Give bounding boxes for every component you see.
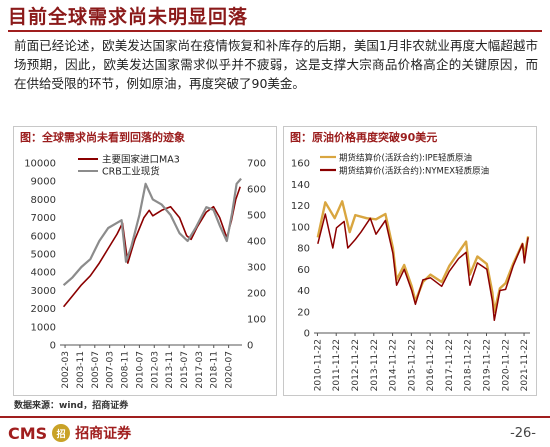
series-line-2	[317, 213, 529, 322]
legend-label-2: CRB工业现货	[102, 166, 160, 178]
chart-left-svg: 0100020003000400050006000700080009000100…	[24, 154, 266, 389]
right-y-tick-label: 300	[247, 263, 266, 274]
data-source-note: 数据来源：wind，招商证券	[14, 401, 129, 411]
x-tick-label: 2012-11-22	[351, 339, 361, 391]
y-tick-label: 100	[291, 222, 310, 233]
x-tick-label: 2020-11-22	[501, 339, 511, 391]
x-tick-label: 2010-11-22	[313, 339, 323, 391]
legend-label-2: 期货结算价(活跃合约):NYMEX轻质原油	[339, 166, 489, 177]
x-tick-label: 2005-07	[91, 351, 101, 389]
x-tick-label: 2017-03	[195, 351, 205, 389]
body-paragraph: 前面已经论述，欧美发达国家尚在疫情恢复和补库存的后期，美国1月非农就业再度大幅超…	[14, 38, 538, 91]
chart-title-right: 图：原油价格再度突破90美元	[290, 131, 438, 144]
left-y-tick-label: 1000	[31, 322, 56, 333]
y-tick-label: 0	[304, 329, 310, 340]
x-tick-label: 2007-03	[106, 351, 116, 389]
left-y-tick-label: 0	[50, 341, 56, 352]
x-tick-label: 2015-07	[180, 351, 190, 389]
legend-label-1: 主要国家进口MA3	[102, 154, 180, 166]
chart-title-left: 图：全球需求尚未看到回落的迹象	[20, 131, 185, 144]
slide-title: 目前全球需求尚未明显回落	[8, 6, 249, 28]
logo-cn-text: 招商证券	[75, 426, 132, 442]
x-tick-label: 2011-11-22	[332, 339, 342, 391]
right-y-tick-label: 400	[247, 237, 266, 248]
title-underline	[8, 30, 542, 32]
x-tick-label: 2010-07	[135, 351, 145, 389]
right-y-tick-label: 700	[247, 159, 266, 170]
x-tick-label: 2013-11-22	[370, 339, 380, 391]
left-y-tick-label: 5000	[31, 250, 56, 261]
x-tick-label: 2018-11-22	[464, 339, 474, 391]
x-tick-label: 2015-11-22	[407, 339, 417, 391]
right-y-tick-label: 0	[247, 341, 253, 352]
x-tick-label: 2018-11	[210, 351, 220, 389]
series-line-1	[62, 186, 241, 308]
right-y-tick-label: 100	[247, 315, 266, 326]
left-y-tick-label: 4000	[31, 268, 56, 279]
y-tick-label: 80	[297, 244, 310, 255]
x-tick-label: 2012-03	[150, 351, 160, 389]
x-tick-label: 2008-11	[121, 351, 131, 389]
logo-mark-icon: 招	[52, 424, 71, 442]
series-line-2	[62, 177, 242, 287]
left-y-tick-label: 7000	[31, 213, 56, 224]
x-tick-label: 2017-11-22	[445, 339, 455, 391]
page-number: -26-	[510, 426, 536, 441]
y-tick-label: 60	[297, 265, 310, 276]
y-tick-label: 120	[291, 201, 310, 212]
left-y-tick-label: 9000	[31, 177, 56, 188]
y-tick-label: 20	[297, 307, 310, 318]
x-tick-label: 2019-11-22	[482, 339, 492, 391]
right-y-tick-label: 500	[247, 211, 266, 222]
x-tick-label: 2013-11	[165, 351, 175, 389]
logo-text: CMS	[8, 423, 48, 443]
x-tick-label: 2016-11-22	[426, 339, 436, 391]
x-tick-label: 2002-03	[61, 351, 71, 389]
footer-rule	[0, 416, 550, 418]
chart-right-svg: 0 20 40 60 80 100 120 140 160 2010-11-22 2011-11-2…	[291, 153, 530, 392]
x-tick-label: 2014-11-22	[389, 339, 399, 391]
cms-logo: CMS 招 招商证券	[8, 423, 131, 443]
chart-panel-left: 图：全球需求尚未看到回落的迹象 0 1000 2000 3000 4000 5000 600…	[13, 126, 277, 396]
chart-panel-right: 图：原油价格再度突破90美元 0 20 40 60 80 100 120 140 160 2010…	[283, 126, 537, 396]
y-tick-label: 160	[291, 159, 310, 170]
left-y-tick-label: 6000	[31, 231, 56, 242]
series-line-1	[316, 200, 530, 313]
x-tick-label: 2003-11	[76, 351, 86, 389]
right-y-tick-label: 600	[247, 185, 266, 196]
y-tick-label: 140	[291, 180, 310, 191]
left-y-tick-label: 2000	[31, 304, 56, 315]
legend-label-1: 期货结算价(活跃合约):IPE轻质原油	[339, 153, 472, 164]
left-y-tick-label: 3000	[31, 286, 56, 297]
x-tick-label: 2020-07	[225, 351, 235, 389]
left-y-tick-label: 8000	[31, 195, 56, 206]
y-tick-label: 40	[297, 286, 310, 297]
right-y-tick-label: 200	[247, 289, 266, 300]
left-y-tick-label: 10000	[24, 159, 56, 170]
x-tick-label: 2021-11-22	[520, 339, 530, 391]
